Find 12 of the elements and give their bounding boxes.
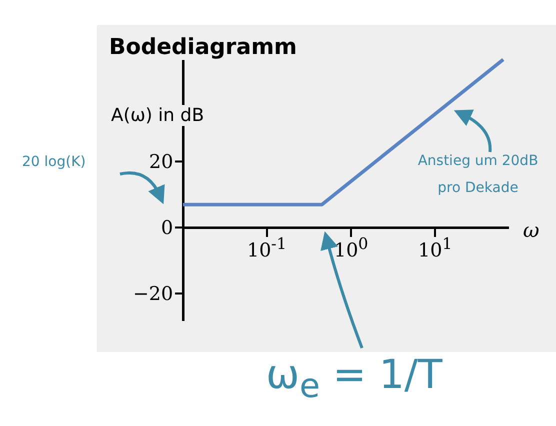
y-tick-label: 0 bbox=[161, 216, 174, 239]
y-tick-label: −20 bbox=[133, 282, 174, 305]
text: 20 log(K) bbox=[22, 154, 86, 170]
x-axis-title: ω bbox=[523, 218, 540, 242]
annotation: Anstieg um 20dB pro Dekade bbox=[416, 152, 540, 198]
y-tick-label: 20 bbox=[149, 150, 174, 173]
x-tick-label: 10$^{0}$ bbox=[334, 234, 368, 261]
y-axis-title: A(ω) in dB bbox=[111, 105, 208, 126]
text: ω$_{e}$ = 1/T bbox=[266, 352, 442, 405]
x-tick-label: 10$^{-1}$ bbox=[246, 234, 287, 261]
chart-title: Bodediagramm bbox=[109, 35, 301, 60]
x-tick-label: 10$^{1}$ bbox=[418, 234, 452, 261]
